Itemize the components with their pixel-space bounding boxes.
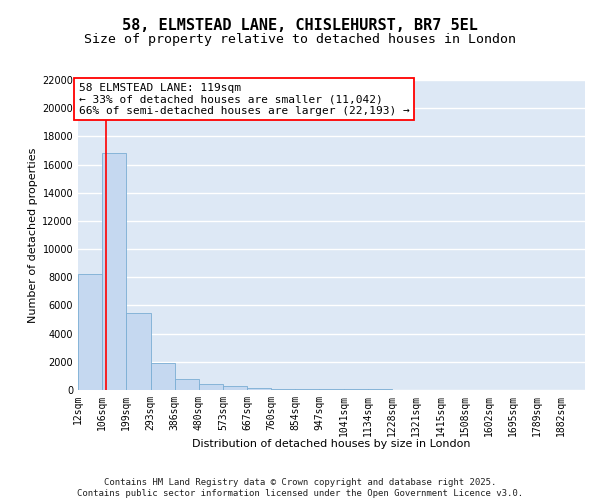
Bar xyxy=(199,384,223,390)
Bar xyxy=(78,274,102,390)
Bar xyxy=(175,380,199,390)
Text: 58 ELMSTEAD LANE: 119sqm
← 33% of detached houses are smaller (11,042)
66% of se: 58 ELMSTEAD LANE: 119sqm ← 33% of detach… xyxy=(79,83,409,116)
Bar xyxy=(319,389,344,390)
X-axis label: Distribution of detached houses by size in London: Distribution of detached houses by size … xyxy=(192,439,471,449)
Bar xyxy=(151,363,175,390)
Y-axis label: Number of detached properties: Number of detached properties xyxy=(28,148,38,322)
Bar xyxy=(102,154,126,390)
Text: Size of property relative to detached houses in London: Size of property relative to detached ho… xyxy=(84,32,516,46)
Bar xyxy=(295,389,319,390)
Text: Contains HM Land Registry data © Crown copyright and database right 2025.
Contai: Contains HM Land Registry data © Crown c… xyxy=(77,478,523,498)
Text: 58, ELMSTEAD LANE, CHISLEHURST, BR7 5EL: 58, ELMSTEAD LANE, CHISLEHURST, BR7 5EL xyxy=(122,18,478,32)
Bar xyxy=(247,388,271,390)
Bar xyxy=(271,388,295,390)
Bar xyxy=(223,386,247,390)
Bar xyxy=(126,312,151,390)
